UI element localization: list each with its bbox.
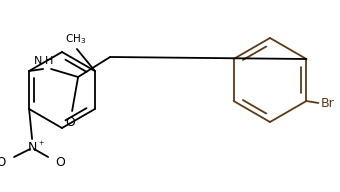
Text: H: H [45,56,53,66]
Text: O: O [65,116,75,129]
Text: $^-$O: $^-$O [0,156,7,170]
Text: N: N [34,56,42,66]
Text: N: N [28,141,37,154]
Text: CH$_3$: CH$_3$ [65,32,86,46]
Text: O: O [55,156,65,170]
Text: Br: Br [320,97,334,109]
Text: $^+$: $^+$ [37,140,45,150]
